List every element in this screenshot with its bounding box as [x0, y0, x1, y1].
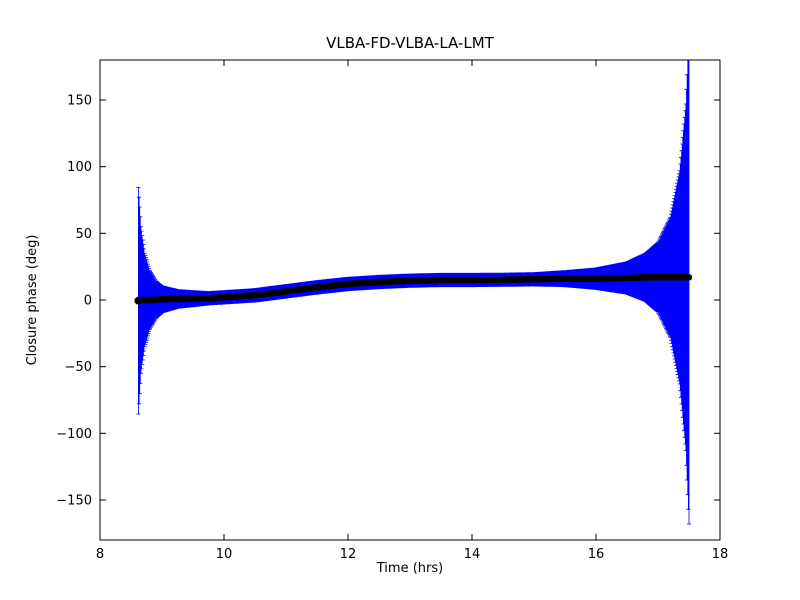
axes-layer: 8 10 12 14 16 18 −150 −100 −50 0 50 100 150: [56, 59, 729, 562]
y-tick-label: 100: [67, 160, 92, 175]
y-tick-label: 150: [67, 94, 92, 109]
y-tick-label: 0: [84, 294, 92, 309]
x-tick-label: 18: [712, 547, 729, 562]
data-marker: [134, 296, 143, 305]
y-tick-label: −100: [56, 427, 92, 442]
y-tick-label: −150: [56, 494, 92, 509]
x-tick-label: 14: [464, 547, 481, 562]
x-axis-label: Time (hrs): [376, 561, 443, 576]
chart-title: VLBA-FD-VLBA-LA-LMT: [326, 34, 495, 52]
x-tick-label: 8: [96, 547, 104, 562]
x-tick-label: 10: [216, 547, 233, 562]
y-tick-label: −50: [65, 360, 92, 375]
y-axis-label: Closure phase (deg): [25, 235, 40, 366]
data-line: [135, 274, 693, 304]
y-tick-label: 50: [75, 227, 92, 242]
x-tick-label: 16: [588, 547, 605, 562]
x-tick-label: 12: [340, 547, 357, 562]
data-layer: [134, 60, 693, 525]
plot-border: [99, 59, 721, 541]
